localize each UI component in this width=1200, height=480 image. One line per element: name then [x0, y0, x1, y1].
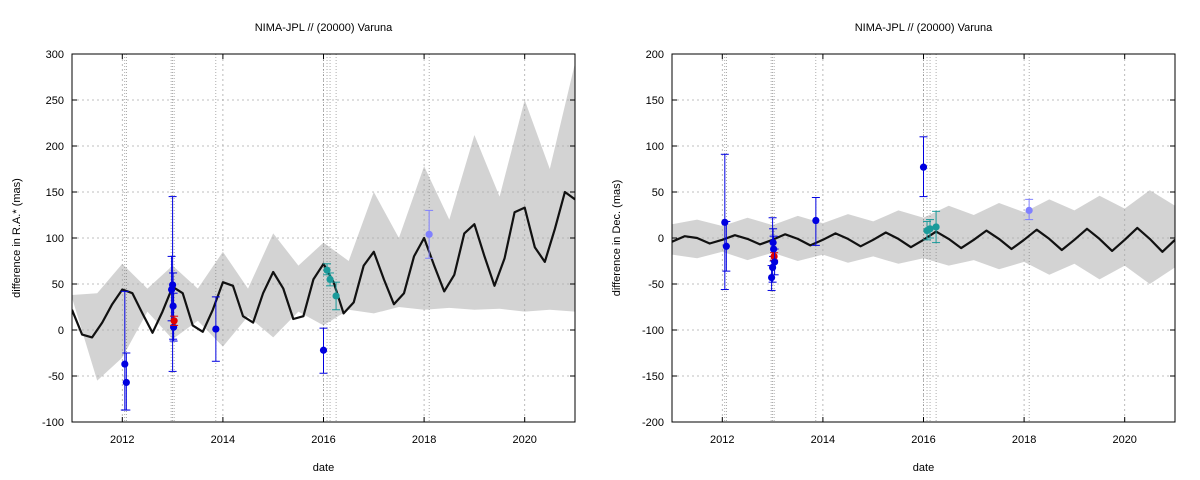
- y-tick-label: 300: [46, 49, 64, 61]
- data-point: [319, 346, 328, 354]
- data-point: [425, 230, 433, 238]
- data-point: [169, 302, 177, 310]
- data-point: [770, 252, 778, 260]
- data-point: [1025, 206, 1033, 214]
- x-axis-label: date: [313, 462, 334, 474]
- data-point: [326, 275, 334, 283]
- y-tick-label: -50: [648, 279, 664, 291]
- y-axis-label: difference in Dec. (mas): [611, 180, 623, 297]
- x-tick-label: 2014: [811, 434, 835, 446]
- data-point: [722, 242, 730, 250]
- y-axis-label: difference in R.A.* (mas): [11, 178, 23, 298]
- x-tick-label: 2012: [710, 434, 734, 446]
- data-point: [169, 281, 177, 289]
- chart-title: NIMA-JPL // (20000) Varuna: [855, 22, 993, 34]
- data-point: [170, 317, 178, 325]
- x-tick-label: 2012: [110, 434, 134, 446]
- y-tick-label: 50: [52, 279, 64, 291]
- data-point: [926, 225, 934, 233]
- uncertainty-band: [72, 63, 575, 381]
- y-tick-label: 50: [652, 187, 664, 199]
- x-axis-label: date: [913, 462, 934, 474]
- data-point: [212, 325, 220, 333]
- data-point: [812, 216, 820, 225]
- data-point: [919, 163, 928, 171]
- y-tick-label: 150: [46, 187, 64, 199]
- y-tick-label: 200: [646, 49, 664, 61]
- y-tick-label: -50: [48, 371, 64, 383]
- y-tick-label: 150: [646, 95, 664, 107]
- ra-panel: -100 -50 0 50 100 150 200 250 300 2012 2014 2016 201…: [11, 22, 576, 474]
- y-tick-label: -150: [642, 371, 664, 383]
- y-tick-label: -100: [642, 325, 664, 337]
- data-point: [767, 273, 776, 282]
- x-tick-label: 2020: [512, 434, 536, 446]
- data-point: [769, 239, 777, 247]
- x-tick-label: 2016: [911, 434, 935, 446]
- data-point: [771, 258, 779, 266]
- data-point: [721, 218, 729, 226]
- x-tick-label: 2018: [412, 434, 436, 446]
- y-tick-label: 200: [46, 141, 64, 153]
- data-point: [932, 223, 940, 231]
- x-tick-label: 2014: [211, 434, 235, 446]
- data-point: [332, 292, 340, 300]
- y-tick-label: 100: [646, 141, 664, 153]
- x-tick-label: 2020: [1112, 434, 1136, 446]
- data-point: [121, 360, 129, 368]
- data-point: [170, 323, 178, 331]
- y-tick-label: -200: [642, 417, 664, 429]
- x-tick-label: 2016: [311, 434, 335, 446]
- dec-panel: -200 -150 -100 -50 0 50 100 150 200 2012 2014 2016 2…: [611, 22, 1176, 474]
- y-tick-label: 250: [46, 95, 64, 107]
- y-tick-label: 0: [58, 325, 64, 337]
- y-tick-label: -100: [42, 417, 64, 429]
- data-point: [122, 378, 130, 387]
- data-point: [323, 266, 331, 274]
- y-tick-label: 100: [46, 233, 64, 245]
- y-tick-label: 0: [658, 233, 664, 245]
- x-tick-label: 2018: [1012, 434, 1036, 446]
- chart-title: NIMA-JPL // (20000) Varuna: [255, 22, 393, 34]
